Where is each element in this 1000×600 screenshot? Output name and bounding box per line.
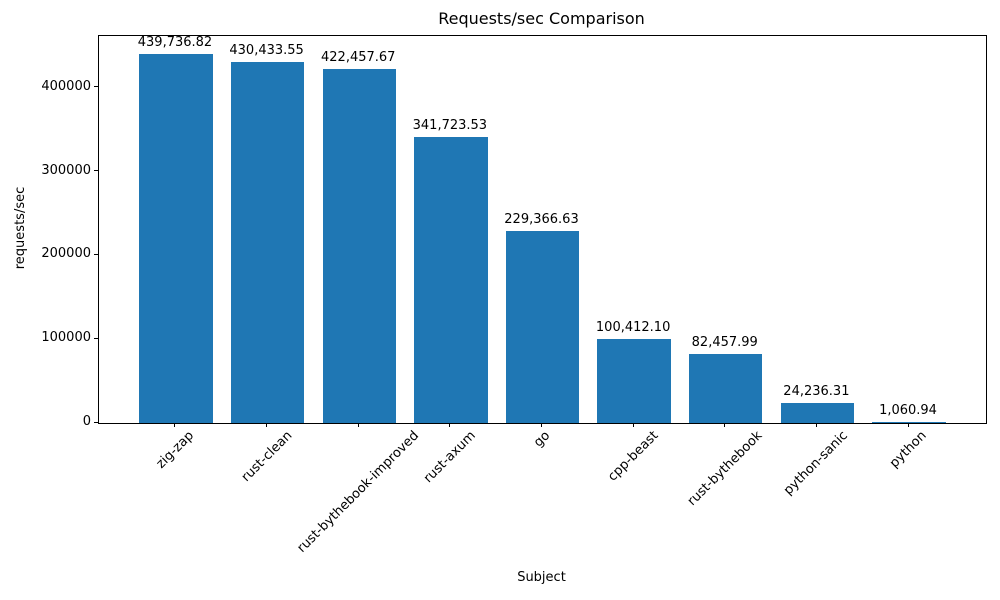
- bar: [322, 68, 396, 423]
- bar-value-label: 430,433.55: [229, 43, 304, 59]
- x-tick: [357, 423, 359, 427]
- x-axis-label: Subject: [517, 570, 566, 585]
- bar: [780, 402, 855, 423]
- bar-value-label: 341,723.53: [412, 117, 488, 133]
- x-tick: [632, 423, 634, 427]
- bar: [139, 54, 213, 423]
- y-tick: [94, 421, 98, 423]
- bar-value-label: 229,366.63: [504, 211, 579, 227]
- y-tick: [94, 337, 98, 339]
- x-tick-label: go: [530, 428, 553, 451]
- y-tick-label: 400000: [41, 78, 91, 94]
- y-tick: [94, 253, 98, 255]
- bar: [414, 136, 488, 423]
- x-tick-label: zig-zap: [153, 428, 197, 472]
- chart-title: Requests/sec Comparison: [438, 9, 645, 28]
- y-tick-label: 0: [82, 414, 91, 429]
- bar-value-label: 1,060.94: [879, 403, 937, 419]
- bar: [597, 338, 671, 423]
- x-tick: [266, 423, 268, 427]
- x-tick-label: rust-bythebook: [684, 428, 766, 509]
- plot-area: [98, 35, 987, 424]
- x-tick-label: rust-bythebook-improved: [294, 428, 423, 556]
- bar-value-label: 24,236.31: [783, 383, 850, 399]
- x-tick: [449, 423, 451, 427]
- bar-value-label: 100,412.10: [595, 319, 671, 335]
- x-tick-label: cpp-beast: [605, 428, 662, 485]
- bar: [230, 62, 305, 423]
- x-tick: [174, 423, 176, 427]
- x-tick-label: rust-clean: [238, 428, 296, 485]
- bar-value-label: 82,457.99: [691, 334, 758, 350]
- bar-value-label: 439,736.82: [137, 35, 213, 51]
- bar: [689, 353, 763, 423]
- y-tick-label: 100000: [41, 330, 91, 346]
- bar-value-label: 422,457.67: [321, 49, 396, 65]
- x-tick: [724, 423, 726, 427]
- x-tick: [541, 423, 542, 427]
- y-tick: [94, 86, 98, 88]
- x-tick-label: python: [886, 428, 930, 472]
- x-tick: [815, 423, 817, 427]
- y-tick: [94, 170, 98, 172]
- bar: [872, 422, 946, 423]
- x-tick-label: rust-axum: [420, 428, 479, 487]
- x-tick-label: python-sanic: [781, 428, 852, 499]
- bar: [505, 230, 580, 423]
- y-tick-label: 300000: [41, 162, 91, 178]
- x-tick: [907, 423, 909, 427]
- y-tick-label: 200000: [41, 246, 91, 262]
